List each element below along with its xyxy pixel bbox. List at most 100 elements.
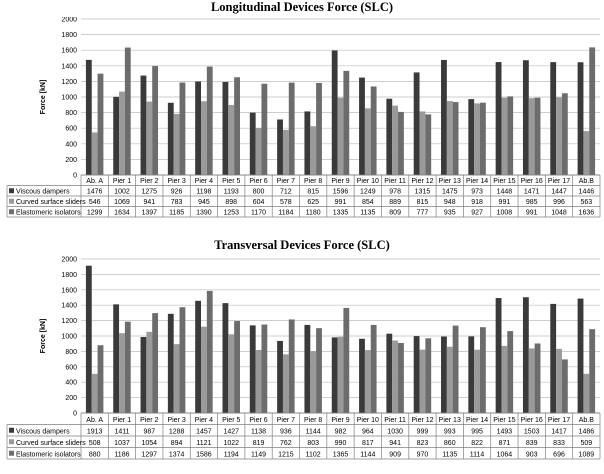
trans-bar-viscous-dampers [249,325,256,413]
trans-bar-elastomeric-isolators [97,345,104,413]
trans-table-value-elastomeric-isolators: 1374 [169,452,185,459]
long-y-tick-label: 600 [65,126,77,133]
chart-title-transversal: Transversal Devices Force (SLC) [214,238,390,252]
long-table-value-elastomeric-isolators: 777 [417,210,429,217]
long-table-value-viscous-dampers: 978 [389,189,401,196]
trans-table-value-curved-surface-sliders: 833 [553,440,565,447]
trans-table-value-viscous-dampers: 982 [335,429,347,436]
long-y-tick-label: 200 [65,157,77,164]
long-table-value-elastomeric-isolators: 1185 [169,210,184,217]
trans-table-value-elastomeric-isolators: 970 [417,452,429,459]
long-category-label: Pier 12 [411,178,433,185]
trans-table-value-elastomeric-isolators: 880 [89,452,101,459]
long-y-tick-label: 0 [73,173,77,180]
trans-bar-elastomeric-isolators [561,359,568,413]
trans-table-value-elastomeric-isolators: 1144 [360,452,375,459]
trans-table-value-viscous-dampers: 1030 [387,429,403,436]
trans-legend-swatch-viscous-dampers [9,427,14,433]
trans-table-value-curved-surface-sliders: 803 [307,440,319,447]
trans-bar-viscous-dampers [277,340,283,413]
trans-category-label: Pier 3 [167,417,185,424]
long-y-tick-label: 400 [65,141,77,148]
long-category-label: Pier 2 [140,178,158,185]
trans-bar-elastomeric-isolators [370,324,377,413]
trans-bar-curved-surface-sliders [282,354,289,413]
long-category-label: Pier 11 [384,178,406,185]
trans-table-value-curved-surface-sliders: 860 [444,440,456,447]
long-bar-elastomeric-isolators [452,102,459,175]
long-y-tick-label: 1000 [61,95,77,102]
long-table-value-curved-surface-sliders: 991 [335,199,347,206]
trans-table-value-curved-surface-sliders: 1022 [223,440,239,447]
trans-legend-label-elastomeric-isolators: Elastomeric isolators [16,452,81,459]
trans-y-tick-label: 1400 [61,303,77,310]
long-table-value-viscous-dampers: 1476 [87,189,103,196]
long-bar-viscous-dampers [386,98,393,175]
long-bar-viscous-dampers [331,50,338,175]
long-table-value-elastomeric-isolators: 1170 [251,210,266,217]
long-table-value-viscous-dampers: 1447 [551,189,567,196]
long-table-value-viscous-dampers: 1249 [360,189,376,196]
trans-table-value-elastomeric-isolators: 903 [526,452,538,459]
trans-bar-elastomeric-isolators [343,307,350,413]
trans-bar-viscous-dampers [413,336,420,413]
long-table-value-curved-surface-sliders: 1069 [114,199,130,206]
longitudinal-chart: 0 200 400 600 800 1000 1200 1400 1600 1800 2000 For… [0,17,604,243]
trans-bar-curved-surface-sliders [173,344,180,413]
long-table-value-elastomeric-isolators: 1636 [579,210,595,217]
long-bar-curved-surface-sliders [528,98,535,175]
trans-bar-elastomeric-isolators [398,343,404,413]
long-bar-viscous-dampers [468,99,475,175]
long-legend-swatch-elastomeric-isolators [9,209,14,215]
trans-table-value-elastomeric-isolators: 1135 [442,452,457,459]
trans-bar-viscous-dampers [195,300,202,413]
trans-table-value-curved-surface-sliders: 819 [253,440,265,447]
trans-bar-viscous-dampers [550,303,557,413]
trans-table-value-curved-surface-sliders: 823 [417,440,429,447]
long-table-value-elastomeric-isolators: 1008 [497,210,513,217]
long-bar-elastomeric-isolators [261,83,268,175]
trans-table-value-curved-surface-sliders: 1037 [114,440,130,447]
trans-category-label: Pier 10 [357,417,379,424]
trans-table-value-curved-surface-sliders: 822 [471,440,483,447]
long-table-value-viscous-dampers: 926 [171,189,183,196]
long-bar-viscous-dampers [167,102,174,175]
long-bar-viscous-dampers [359,77,365,175]
long-table-value-elastomeric-isolators: 1048 [551,210,567,217]
trans-category-label: Pier 6 [249,417,267,424]
trans-bar-elastomeric-isolators [452,325,459,413]
trans-bar-elastomeric-isolators [179,307,186,413]
long-category-label: Pier 5 [222,178,240,185]
trans-legend-swatch-curved-surface-sliders [9,439,14,445]
long-category-label: Pier 15 [493,178,515,185]
long-table-value-curved-surface-sliders: 854 [362,199,374,206]
long-category-label: Pier 10 [357,178,379,185]
trans-y-tick-label: 1000 [61,334,77,341]
trans-bar-viscous-dampers [359,338,365,413]
long-y-tick-label: 1400 [61,63,77,70]
long-bar-curved-surface-sliders [419,111,426,175]
trans-category-label: Pier 2 [140,417,158,424]
trans-category-label: Pier 8 [304,417,322,424]
long-bar-viscous-dampers [550,62,557,175]
trans-y-tick-label: 400 [65,380,77,387]
long-legend-label-viscous-dampers: Viscous dampers [16,189,70,196]
trans-table-value-curved-surface-sliders: 894 [171,440,183,447]
trans-category-label: Pier 9 [331,417,349,424]
long-bar-elastomeric-isolators [479,102,486,175]
trans-table-value-viscous-dampers: 1144 [306,429,321,436]
trans-legend-label-curved-surface-sliders: Curved surface sliders [16,440,86,447]
long-table-value-curved-surface-sliders: 563 [580,199,592,206]
trans-bar-elastomeric-isolators [425,338,432,413]
long-bar-curved-surface-sliders [337,97,344,175]
trans-category-label: Pier 1 [113,417,131,424]
long-table-value-viscous-dampers: 1193 [224,189,239,196]
trans-table-value-elastomeric-isolators: 1149 [251,452,266,459]
trans-table-value-viscous-dampers: 1411 [114,429,129,436]
long-bar-elastomeric-isolators [152,66,159,175]
long-bar-curved-surface-sliders [583,131,590,175]
trans-category-label: Pier 7 [277,417,295,424]
long-table-value-viscous-dampers: 1448 [497,189,513,196]
long-category-label: Pier 14 [466,178,488,185]
